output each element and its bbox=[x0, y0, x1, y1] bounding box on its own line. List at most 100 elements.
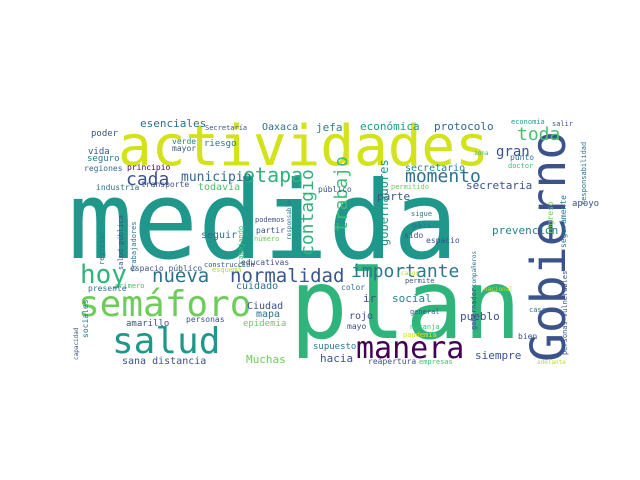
word-ir: ir bbox=[363, 292, 377, 305]
word-secretaria: Secretaría bbox=[205, 124, 247, 132]
word-actividades: actividades bbox=[118, 114, 489, 179]
word-general: general bbox=[410, 308, 440, 316]
word-siempre: siempre bbox=[475, 349, 521, 362]
word-gobierno: Gobierno bbox=[521, 131, 577, 362]
word-construccion: construcción bbox=[204, 261, 255, 269]
word-permitido: permitido bbox=[391, 183, 429, 191]
word-sigue: sigue bbox=[411, 210, 432, 218]
word-mapa: mapa bbox=[256, 309, 280, 320]
word-cada: cada bbox=[126, 169, 169, 190]
word-seguir: seguir bbox=[201, 230, 237, 241]
word-economica: económica bbox=[360, 120, 420, 133]
word-naranja: naranja bbox=[410, 323, 440, 331]
word-oaxaca: Oaxaca bbox=[262, 122, 298, 133]
word-manera: manera bbox=[356, 331, 464, 366]
word-educativas: educativas bbox=[241, 258, 289, 267]
word-adelante: adelante bbox=[537, 359, 566, 366]
word-pais: país bbox=[412, 221, 431, 230]
word-companeros: compañeros bbox=[471, 250, 478, 287]
word-bien: bien bbox=[518, 332, 537, 341]
word-partir: partir bbox=[256, 226, 285, 235]
word-regresar: regresar bbox=[98, 231, 106, 265]
word-sana-distancia: sana distancia bbox=[122, 356, 206, 367]
word-apoyo: apoyo bbox=[572, 199, 599, 209]
word-responsable: responsable bbox=[286, 200, 293, 240]
word-hacia: hacia bbox=[320, 352, 353, 365]
word-trabajadores: trabajadores bbox=[130, 221, 138, 272]
word-casos: casos bbox=[401, 270, 419, 277]
word-vida: vida bbox=[88, 147, 110, 157]
word-supuesto: supuesto bbox=[313, 342, 356, 352]
word-presente: presente bbox=[88, 284, 127, 293]
word-principio: principio bbox=[127, 163, 171, 172]
word-importante: importante bbox=[351, 261, 459, 282]
word-semaforo: semáforo bbox=[78, 284, 251, 325]
word-numero: número bbox=[254, 235, 279, 243]
word-responsabilidad: responsabilidad bbox=[580, 142, 588, 205]
word-personas-vulnerables: personas vulnerables bbox=[561, 271, 569, 355]
word-zona: zona bbox=[474, 150, 489, 157]
word-verde: verde bbox=[172, 137, 196, 146]
word-normalidad: normalidad bbox=[230, 265, 344, 287]
word-seguro: seguro bbox=[87, 154, 120, 164]
word-medida: medida bbox=[68, 159, 458, 284]
word-secretaria: secretaria bbox=[466, 179, 532, 192]
word-plan: plan bbox=[290, 249, 521, 361]
word-publico: público bbox=[318, 185, 352, 194]
word-riesgo: riesgo bbox=[204, 139, 237, 149]
word-espacio: espacio bbox=[426, 236, 460, 245]
word-mayo: mayo bbox=[347, 322, 366, 331]
word-toda: toda bbox=[517, 124, 560, 145]
word-esenciales: esenciales bbox=[140, 117, 206, 130]
word-gobernadores: gobernadores bbox=[377, 159, 391, 246]
word-amarillo: amarillo bbox=[126, 319, 169, 329]
word-sociales: sociales bbox=[81, 299, 90, 338]
word-hoy: hoy bbox=[80, 260, 127, 290]
word-social: social bbox=[392, 292, 432, 305]
word-todavia: todavía bbox=[198, 181, 240, 193]
word-doctor: doctor bbox=[508, 162, 533, 170]
word-trabajando: trabajando bbox=[237, 226, 245, 268]
word-podemos: podemos bbox=[255, 216, 285, 224]
word-municipio: municipio bbox=[181, 170, 251, 185]
word-etapa: etapa bbox=[243, 163, 303, 187]
word-gobernador: gobernador bbox=[470, 288, 478, 330]
word-reapertura: reapertura bbox=[368, 357, 416, 366]
word-casa: casa bbox=[529, 306, 546, 314]
word-ingreso: ingreso bbox=[546, 201, 555, 235]
word-color: color bbox=[341, 283, 365, 292]
word-salir: salir bbox=[552, 120, 573, 128]
word-economia: economía bbox=[511, 118, 545, 126]
word-punto: punto bbox=[510, 153, 534, 162]
word-trabajo: trabajo bbox=[331, 156, 352, 232]
word-gran: gran bbox=[496, 144, 530, 160]
word-epidemia: epidemia bbox=[243, 319, 286, 329]
word-capacidad: capacidad bbox=[73, 327, 80, 360]
word-salud: salud bbox=[112, 321, 220, 362]
word-secretario: secretario bbox=[405, 163, 465, 174]
word-nacional: nacional bbox=[484, 286, 513, 293]
word-industria: industria bbox=[96, 183, 140, 192]
word-nueva: nueva bbox=[152, 265, 209, 287]
word-regiones: regiones bbox=[84, 164, 123, 173]
word-sido: sido bbox=[404, 231, 423, 240]
word-permite: permite bbox=[405, 277, 435, 285]
word-cuidado: cuidado bbox=[236, 281, 278, 292]
word-protocolo: protocolo bbox=[434, 120, 494, 133]
word-pueblo: pueblo bbox=[460, 310, 500, 323]
word-poder: poder bbox=[91, 129, 119, 139]
word-momento: momento bbox=[405, 166, 481, 187]
word-seguramente: seguramente bbox=[559, 195, 568, 248]
word-primero: primero bbox=[115, 282, 145, 290]
word-transporte: transporte bbox=[141, 180, 189, 189]
word-prevencion: prevención bbox=[492, 224, 558, 237]
word-pandemia: pandemia bbox=[403, 331, 437, 339]
word-salud-publica: salud pública bbox=[117, 215, 125, 270]
word-jefa: jefa bbox=[316, 121, 343, 134]
word-muchas: Muchas bbox=[246, 353, 286, 366]
word-mayor: mayor bbox=[172, 144, 196, 153]
word-esquema: esquema bbox=[212, 266, 242, 274]
word-espacio-publico: espacio público bbox=[130, 264, 202, 273]
